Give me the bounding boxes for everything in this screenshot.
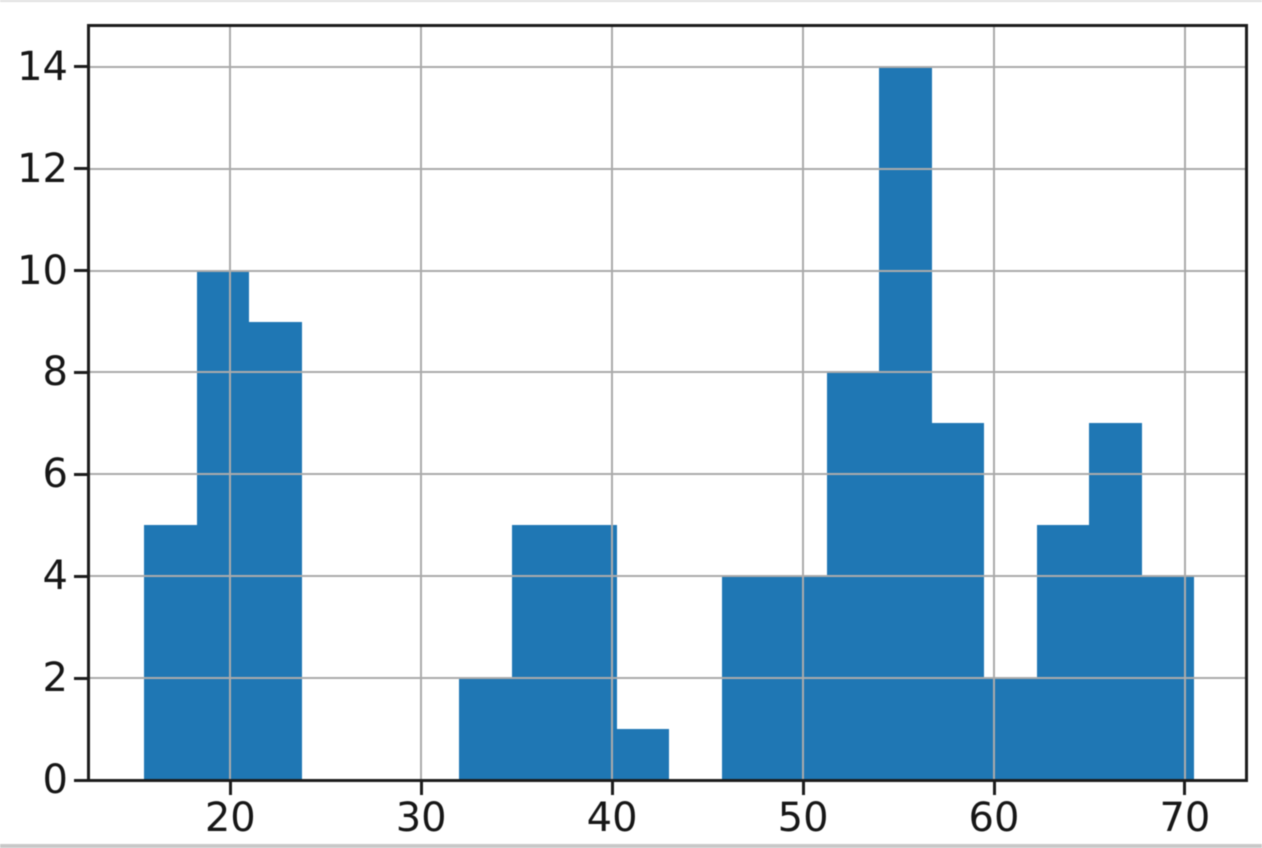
y-tick-label: 14 [17, 43, 68, 90]
y-tick-label: 0 [42, 757, 68, 803]
x-gridline [229, 26, 232, 780]
x-gridline [1183, 26, 1186, 780]
y-gridline [89, 575, 1246, 578]
y-tick-label: 4 [42, 553, 68, 600]
x-tick-label: 60 [968, 795, 1020, 841]
bottom-edge-artifact [0, 844, 1262, 848]
y-tick-label: 8 [42, 349, 68, 396]
x-tick [610, 782, 614, 795]
y-gridline [89, 677, 1246, 680]
histogram-bar [1089, 423, 1142, 780]
y-tick [74, 472, 87, 476]
histogram-bar [616, 729, 670, 780]
x-gridline [802, 26, 805, 780]
y-tick [74, 370, 87, 374]
histogram-bar [879, 66, 932, 780]
y-tick [74, 574, 87, 578]
y-tick [74, 778, 87, 782]
histogram-bar [564, 525, 617, 780]
x-tick-label: 20 [204, 795, 256, 841]
x-tick-label: 30 [395, 795, 447, 841]
x-gridline [611, 26, 614, 780]
y-tick [74, 65, 87, 69]
histogram-bar [459, 678, 512, 780]
y-tick-label: 6 [42, 451, 68, 498]
x-tick [419, 782, 423, 795]
y-gridline [89, 269, 1246, 272]
y-gridline [89, 371, 1246, 374]
y-tick-label: 2 [42, 655, 68, 702]
y-tick [74, 676, 87, 680]
histogram-bar [196, 270, 250, 780]
histogram-bar [511, 525, 565, 780]
y-tick [74, 167, 87, 171]
x-tick [1183, 782, 1187, 795]
histogram-bar [249, 321, 302, 780]
x-tick-label: 40 [586, 795, 638, 841]
x-tick [228, 782, 232, 795]
y-tick [74, 269, 87, 272]
top-edge-artifact [0, 0, 1262, 2]
y-tick-label: 10 [17, 247, 68, 294]
x-tick-label: 70 [1159, 795, 1211, 841]
histogram-bar [144, 525, 197, 780]
x-gridline [420, 26, 423, 780]
x-tick-label: 50 [777, 795, 829, 841]
x-gridline [993, 26, 995, 780]
x-tick [992, 782, 996, 795]
y-tick-label: 12 [17, 145, 68, 192]
x-tick [801, 782, 805, 795]
y-gridline [89, 167, 1246, 170]
histogram-bar [1036, 525, 1090, 780]
y-gridline [89, 473, 1246, 476]
histogram-bar [931, 423, 985, 780]
y-gridline [89, 65, 1246, 68]
